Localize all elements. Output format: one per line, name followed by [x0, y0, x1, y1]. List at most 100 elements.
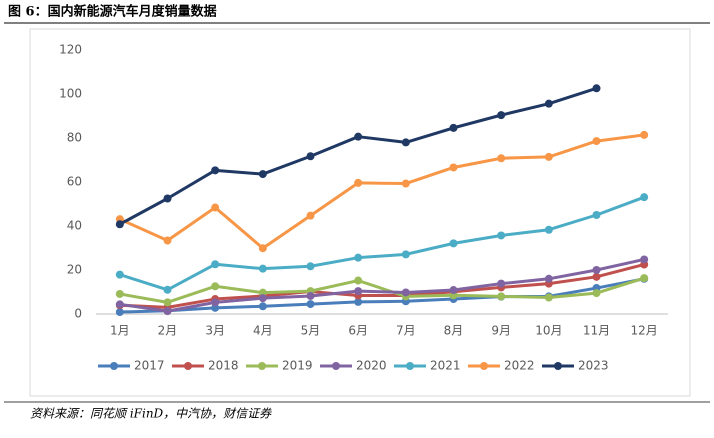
- legend-label: 2022: [504, 359, 535, 373]
- point: [401, 250, 410, 259]
- point: [306, 211, 315, 220]
- point: [497, 154, 506, 163]
- legend-label: 2023: [578, 359, 609, 373]
- point: [497, 279, 506, 288]
- series-line: [119, 277, 645, 314]
- x-tick-label: 12月: [631, 324, 658, 338]
- point: [592, 272, 601, 281]
- point: [306, 300, 315, 309]
- x-tick-label: 9月: [491, 324, 511, 338]
- legend-label: 2020: [356, 359, 387, 373]
- legend-marker: [110, 362, 118, 370]
- y-tick-label: 0: [74, 307, 82, 321]
- x-tick-label: 4月: [253, 324, 273, 338]
- x-tick-label: 7月: [396, 324, 416, 338]
- x-tick-label: 5月: [301, 324, 321, 338]
- point: [544, 293, 553, 302]
- point: [497, 231, 506, 240]
- legend-marker: [184, 362, 192, 370]
- point: [544, 225, 553, 234]
- point: [258, 170, 267, 179]
- point: [211, 303, 220, 312]
- point: [163, 307, 172, 316]
- legend-label: 2018: [208, 359, 239, 373]
- point: [258, 294, 267, 303]
- point: [354, 297, 363, 306]
- chart-title: 图 6：国内新能源汽车月度销量数据: [8, 4, 217, 20]
- point: [449, 123, 458, 132]
- source-note: 资料来源：同花顺 iFinD，中汽协，财信证券: [30, 407, 272, 421]
- point: [306, 291, 315, 300]
- point: [401, 288, 410, 297]
- point: [354, 287, 363, 296]
- x-tick-label: 3月: [205, 324, 225, 338]
- point: [258, 288, 267, 297]
- y-tick-label: 100: [59, 87, 82, 101]
- x-tick-label: 1月: [110, 324, 130, 338]
- point: [544, 152, 553, 161]
- point: [640, 130, 649, 139]
- legend-marker: [480, 362, 488, 370]
- point: [115, 308, 124, 317]
- point: [640, 193, 649, 202]
- legend-marker: [554, 362, 562, 370]
- point: [592, 266, 601, 274]
- point: [401, 138, 410, 147]
- y-tick-label: 40: [67, 219, 82, 233]
- series-line: [119, 276, 645, 304]
- point: [354, 253, 363, 262]
- point: [211, 298, 220, 307]
- legend-label: 2021: [430, 359, 461, 373]
- point: [306, 262, 315, 271]
- point: [306, 152, 315, 161]
- point: [544, 274, 553, 283]
- legend-label: 2017: [134, 359, 165, 373]
- point: [211, 282, 220, 291]
- point: [592, 211, 601, 219]
- x-tick-label: 11月: [583, 324, 610, 338]
- point: [449, 163, 458, 172]
- point: [163, 236, 172, 245]
- point: [163, 298, 172, 307]
- y-tick-label: 20: [67, 263, 82, 277]
- point: [640, 274, 649, 283]
- point: [544, 99, 553, 108]
- legend-marker: [406, 362, 414, 370]
- x-tick-label: 2月: [158, 324, 178, 338]
- point: [211, 260, 220, 269]
- point: [497, 111, 506, 120]
- y-tick-label: 80: [67, 131, 82, 145]
- point: [163, 285, 172, 294]
- point: [497, 292, 506, 301]
- x-tick-label: 8月: [444, 324, 464, 338]
- point: [354, 132, 363, 141]
- point: [258, 264, 267, 273]
- point: [640, 255, 649, 264]
- x-tick-label: 10月: [535, 324, 562, 338]
- point: [258, 244, 267, 253]
- series-line: [119, 257, 645, 313]
- point: [592, 137, 601, 146]
- point: [449, 239, 458, 248]
- point: [258, 302, 267, 311]
- legend-marker: [332, 362, 340, 370]
- point: [592, 84, 601, 93]
- y-tick-label: 120: [59, 43, 82, 57]
- y-tick-label: 60: [67, 175, 82, 189]
- series-line: [119, 195, 645, 292]
- series-line: [119, 263, 645, 309]
- point: [401, 179, 410, 188]
- point: [211, 166, 220, 175]
- point: [354, 178, 363, 187]
- series-line: [119, 133, 645, 250]
- point: [115, 289, 124, 298]
- legend-label: 2019: [282, 359, 313, 373]
- point: [115, 300, 124, 309]
- legend-marker: [258, 362, 266, 370]
- point: [592, 289, 601, 298]
- point: [354, 276, 363, 285]
- point: [115, 270, 124, 279]
- chart-frame: [29, 28, 691, 397]
